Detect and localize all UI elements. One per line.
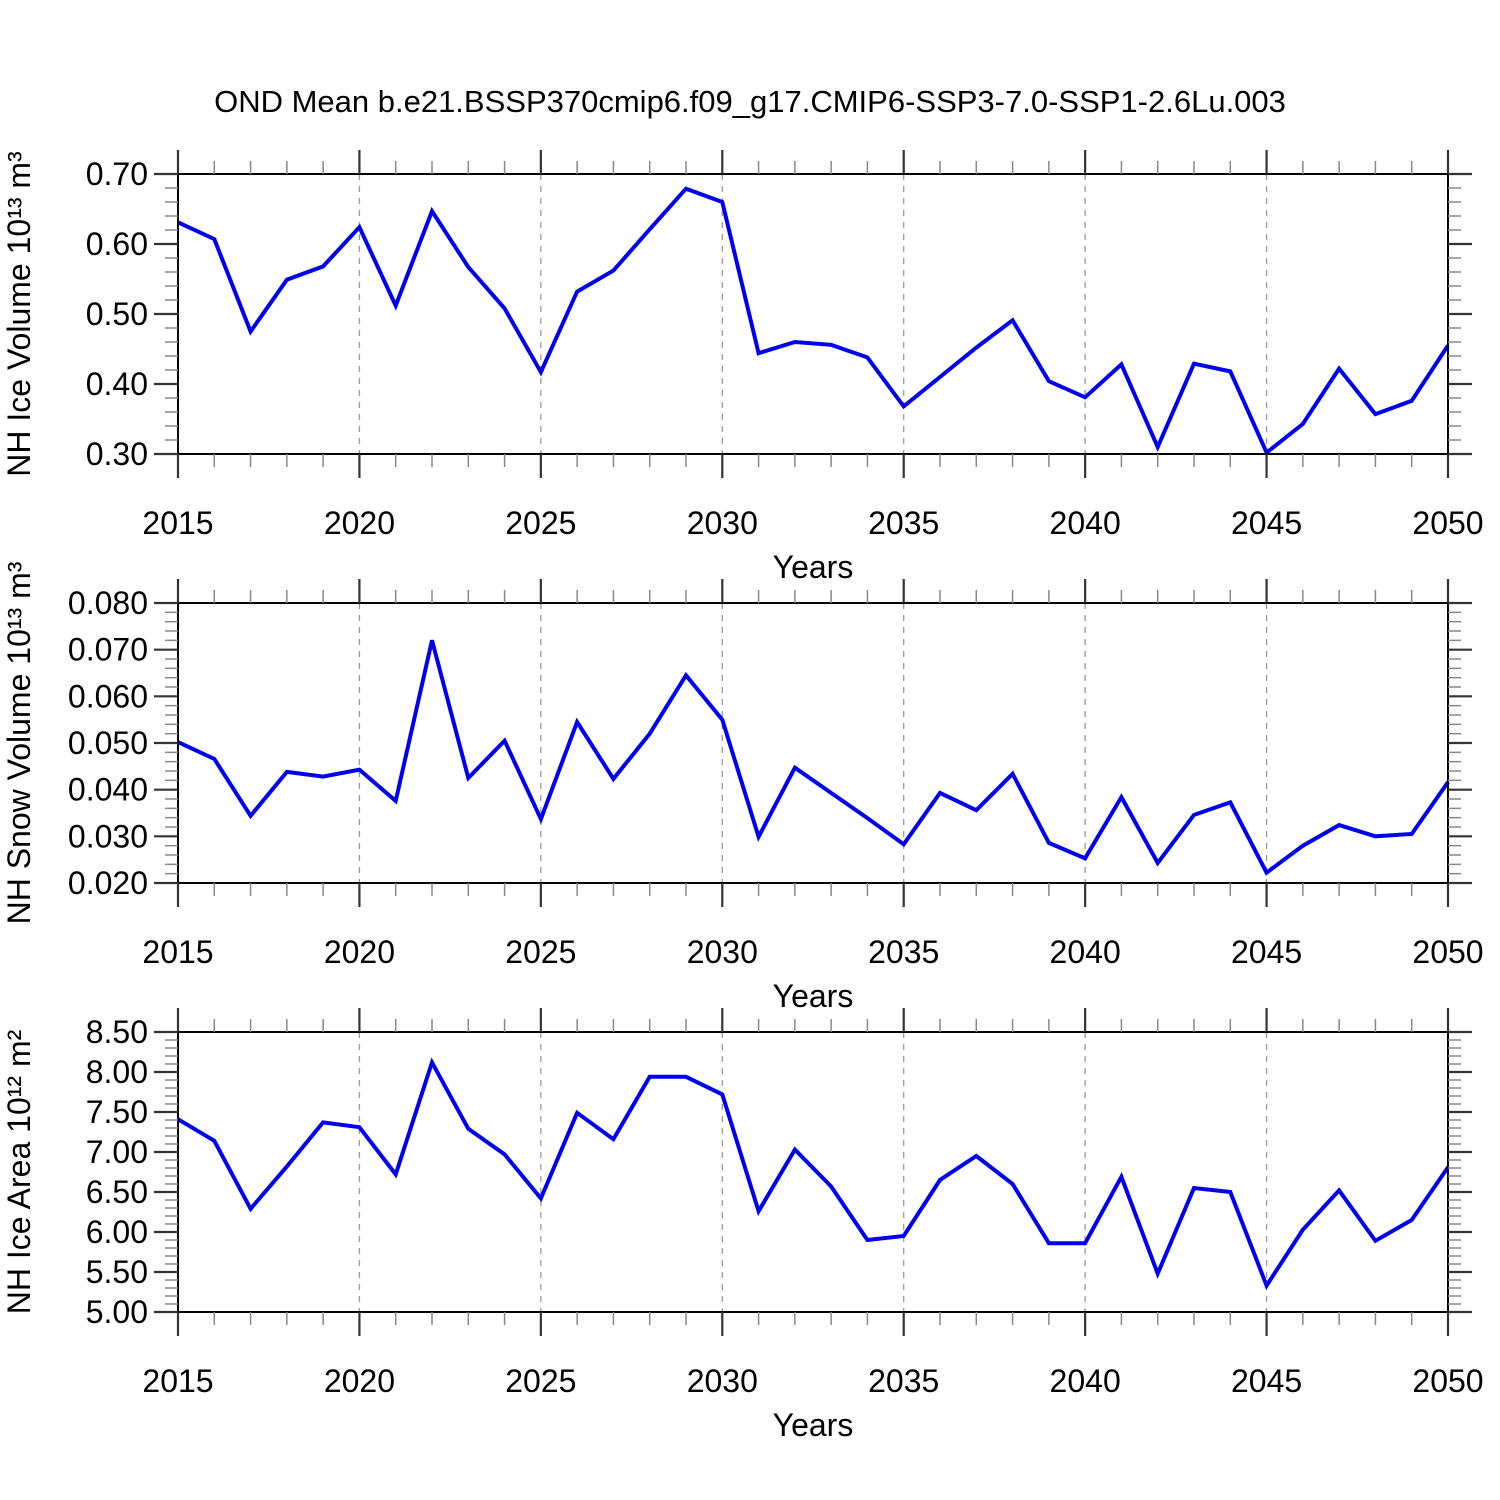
panel-nh-ice-volume: 0.30 0.40 0.50 0.60 0.70 2015 2020 2025 2030 2035… <box>1 150 1484 585</box>
x-tick-label: 2035 <box>868 934 939 970</box>
nh-snow-volume-line <box>177 639 1450 876</box>
y-tick-label: 0.060 <box>68 678 148 714</box>
x-tick-label: 2050 <box>1412 934 1483 970</box>
x-tick-label: 2025 <box>505 505 576 541</box>
y-tick-label: 0.40 <box>86 366 148 402</box>
y-tick-label: 0.50 <box>86 296 148 332</box>
x-tick-label: 2045 <box>1231 505 1302 541</box>
x-tick-label: 2040 <box>1050 505 1121 541</box>
y-tick-label: 5.00 <box>86 1294 148 1330</box>
y-axis-title-nh-ice-volume: NH Ice Volume 10¹³ m³ <box>1 151 37 477</box>
y-tick-label: 8.50 <box>86 1014 148 1050</box>
x-axis-title-nh-ice-volume: Years <box>773 549 854 585</box>
y-tick-label: 8.00 <box>86 1054 148 1090</box>
nh-ice-area-frame <box>177 1031 1449 1313</box>
figure-title: OND Mean b.e21.BSSP370cmip6.f09_g17.CMIP… <box>214 84 1286 119</box>
x-tick-label: 2025 <box>505 934 576 970</box>
x-tick-label: 2050 <box>1412 505 1483 541</box>
y-tick-label: 0.080 <box>68 585 148 621</box>
x-tick-label: 2050 <box>1412 1363 1483 1399</box>
x-tick-label: 2040 <box>1050 934 1121 970</box>
x-tick-label: 2045 <box>1231 1363 1302 1399</box>
x-tick-label: 2040 <box>1050 1363 1121 1399</box>
y-tick-label: 0.040 <box>68 772 148 808</box>
x-tick-label: 2030 <box>687 1363 758 1399</box>
x-tick-label: 2035 <box>868 505 939 541</box>
y-axis-title-nh-ice-area: NH Ice Area 10¹² m² <box>1 1029 37 1314</box>
panel-nh-ice-area: 5.00 5.50 6.00 6.50 7.00 7.50 8.00 8.50 2015 2020… <box>1 1008 1484 1443</box>
x-tick-label: 2030 <box>687 934 758 970</box>
chart-layer: 0.30 0.40 0.50 0.60 0.70 2015 2020 2025 2030 2035… <box>1 150 1484 1443</box>
x-tick-label: 2020 <box>324 1363 395 1399</box>
y-tick-label: 0.020 <box>68 865 148 901</box>
y-tick-label: 0.070 <box>68 632 148 668</box>
x-tick-label: 2015 <box>142 1363 213 1399</box>
panel-nh-snow-volume: 0.020 0.030 0.040 0.050 0.060 0.070 0.080 2015 2… <box>1 561 1484 1014</box>
x-tick-label: 2025 <box>505 1363 576 1399</box>
y-tick-label: 0.60 <box>86 226 148 262</box>
nh-ice-volume-frame <box>177 173 1449 455</box>
nh-ice-area-line <box>176 1057 1450 1290</box>
x-axis-title-nh-ice-area: Years <box>773 1407 854 1443</box>
x-axis-title-nh-snow-volume: Years <box>773 978 854 1014</box>
nh-snow-volume-frame <box>177 602 1449 884</box>
y-tick-label: 0.050 <box>68 725 148 761</box>
y-axis-title-nh-snow-volume: NH Snow Volume 10¹³ m³ <box>1 561 37 924</box>
x-tick-label: 2020 <box>324 505 395 541</box>
x-tick-label: 2020 <box>324 934 395 970</box>
y-tick-label: 0.70 <box>86 156 148 192</box>
y-tick-label: 0.030 <box>68 818 148 854</box>
y-tick-label: 0.30 <box>86 436 148 472</box>
x-tick-label: 2035 <box>868 1363 939 1399</box>
x-tick-label: 2030 <box>687 505 758 541</box>
y-tick-label: 6.50 <box>86 1174 148 1210</box>
y-tick-label: 6.00 <box>86 1214 148 1250</box>
y-tick-label: 5.50 <box>86 1254 148 1290</box>
y-tick-label: 7.50 <box>86 1094 148 1130</box>
x-tick-label: 2015 <box>142 934 213 970</box>
nh-ice-volume-line <box>177 186 1450 456</box>
x-tick-label: 2045 <box>1231 934 1302 970</box>
x-tick-label: 2015 <box>142 505 213 541</box>
y-tick-label: 7.00 <box>86 1134 148 1170</box>
